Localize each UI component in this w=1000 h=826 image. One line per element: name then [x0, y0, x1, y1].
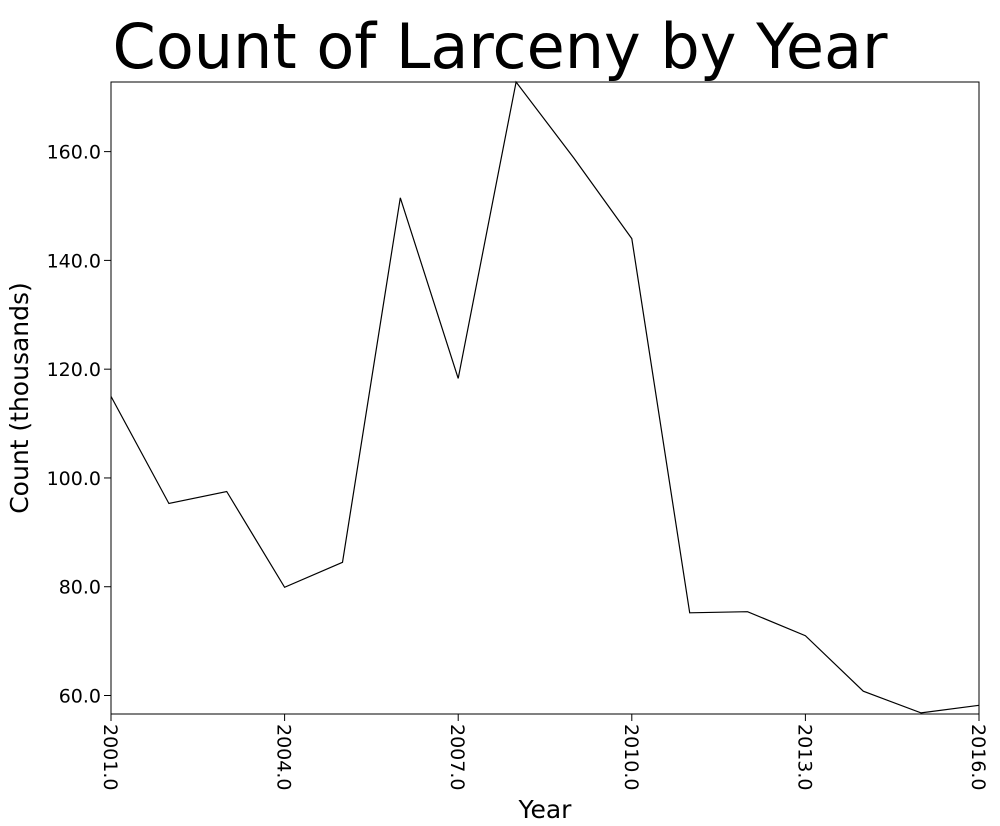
- y-tick-label: 160.0: [47, 142, 101, 164]
- y-axis: 60.0 80.0 100.0 120.0 140.0 160.0: [47, 142, 111, 708]
- x-tick-label: 2004.0: [273, 724, 295, 790]
- series-line: [110, 80, 980, 714]
- x-tick-label: 2010.0: [620, 724, 642, 790]
- x-axis: 2001.0 2004.0 2007.0 2010.0 2013.0 2016.0: [99, 714, 989, 790]
- y-tick-label: 100.0: [47, 468, 101, 490]
- x-tick-label: 2007.0: [446, 724, 468, 790]
- chart-title: Count of Larceny by Year: [113, 10, 888, 83]
- y-tick-label: 120.0: [47, 359, 101, 381]
- x-axis-label: Year: [518, 795, 573, 824]
- x-tick-label: 2013.0: [793, 724, 815, 790]
- y-tick-label: 80.0: [59, 577, 101, 599]
- x-tick-label: 2001.0: [99, 724, 121, 790]
- plot-area: [110, 81, 980, 715]
- y-tick-label: 140.0: [47, 250, 101, 272]
- x-tick-label: 2016.0: [967, 724, 989, 790]
- y-tick-label: 60.0: [59, 686, 101, 708]
- y-axis-label: Count (thousands): [5, 282, 34, 514]
